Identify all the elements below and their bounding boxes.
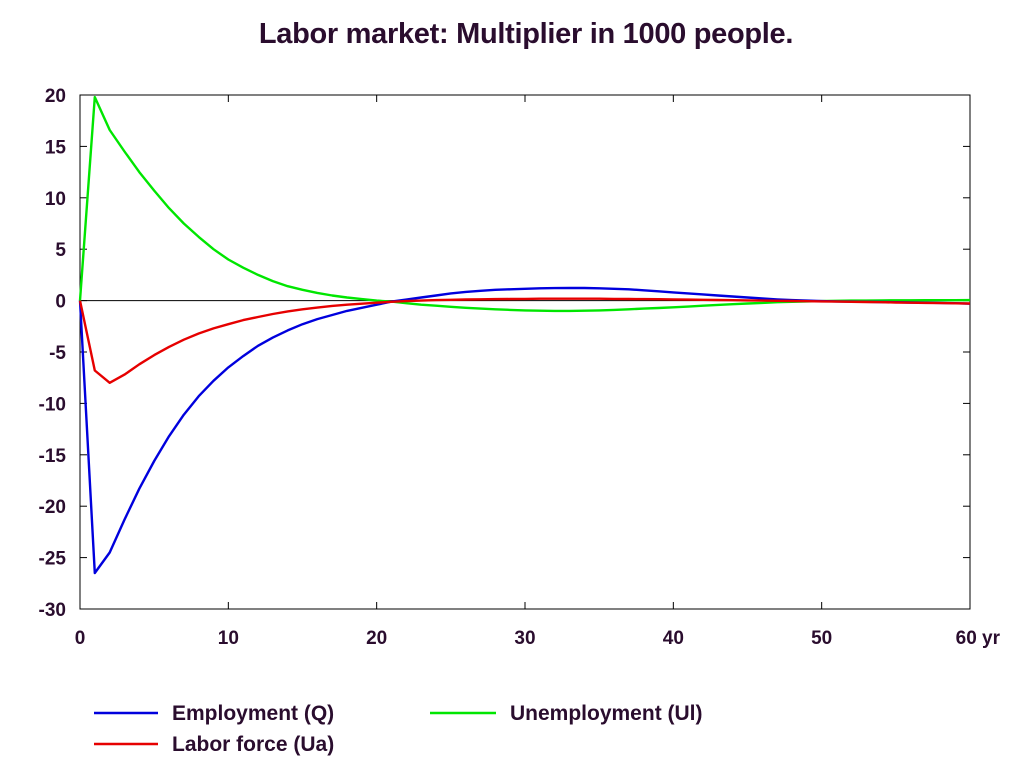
x-tick-label: 30 — [514, 628, 535, 649]
x-tick-label: 60 yr — [956, 628, 1001, 649]
series-lines — [78, 95, 971, 575]
series-line-labor-force-ua — [78, 297, 971, 384]
x-tick-label: 40 — [663, 628, 684, 649]
y-tick-label: 0 — [55, 292, 66, 313]
axes — [79, 94, 971, 610]
legend-label: Labor force (Ua) — [172, 733, 334, 756]
y-tick-label: -15 — [39, 446, 67, 467]
y-tick-label: 15 — [45, 137, 67, 158]
x-tick-label: 20 — [366, 628, 387, 649]
plot-frame — [79, 94, 971, 610]
y-tick-label: -5 — [49, 343, 66, 364]
y-tick-label: -25 — [39, 549, 67, 570]
chart-title: Labor market: Multiplier in 1000 people. — [258, 18, 794, 50]
y-tick-label: 5 — [55, 240, 66, 261]
x-tick-label: 50 — [811, 628, 832, 649]
y-tick-label: 10 — [45, 189, 66, 210]
y-tick-label: -30 — [39, 600, 66, 621]
legend: Employment (Q) Unemployment (Ul) Labor for… — [94, 702, 703, 756]
y-tick-label: -10 — [39, 394, 66, 415]
legend-label: Employment (Q) — [172, 702, 334, 725]
y-tick-label: 20 — [45, 86, 66, 107]
legend-label: Unemployment (Ul) — [510, 702, 703, 725]
series-line-unemployment-ul — [78, 95, 971, 313]
series-line-employment-q — [78, 286, 971, 575]
y-tick-label: -20 — [39, 497, 66, 518]
x-tick-label: 0 — [75, 628, 86, 649]
x-tick-label: 10 — [218, 628, 239, 649]
